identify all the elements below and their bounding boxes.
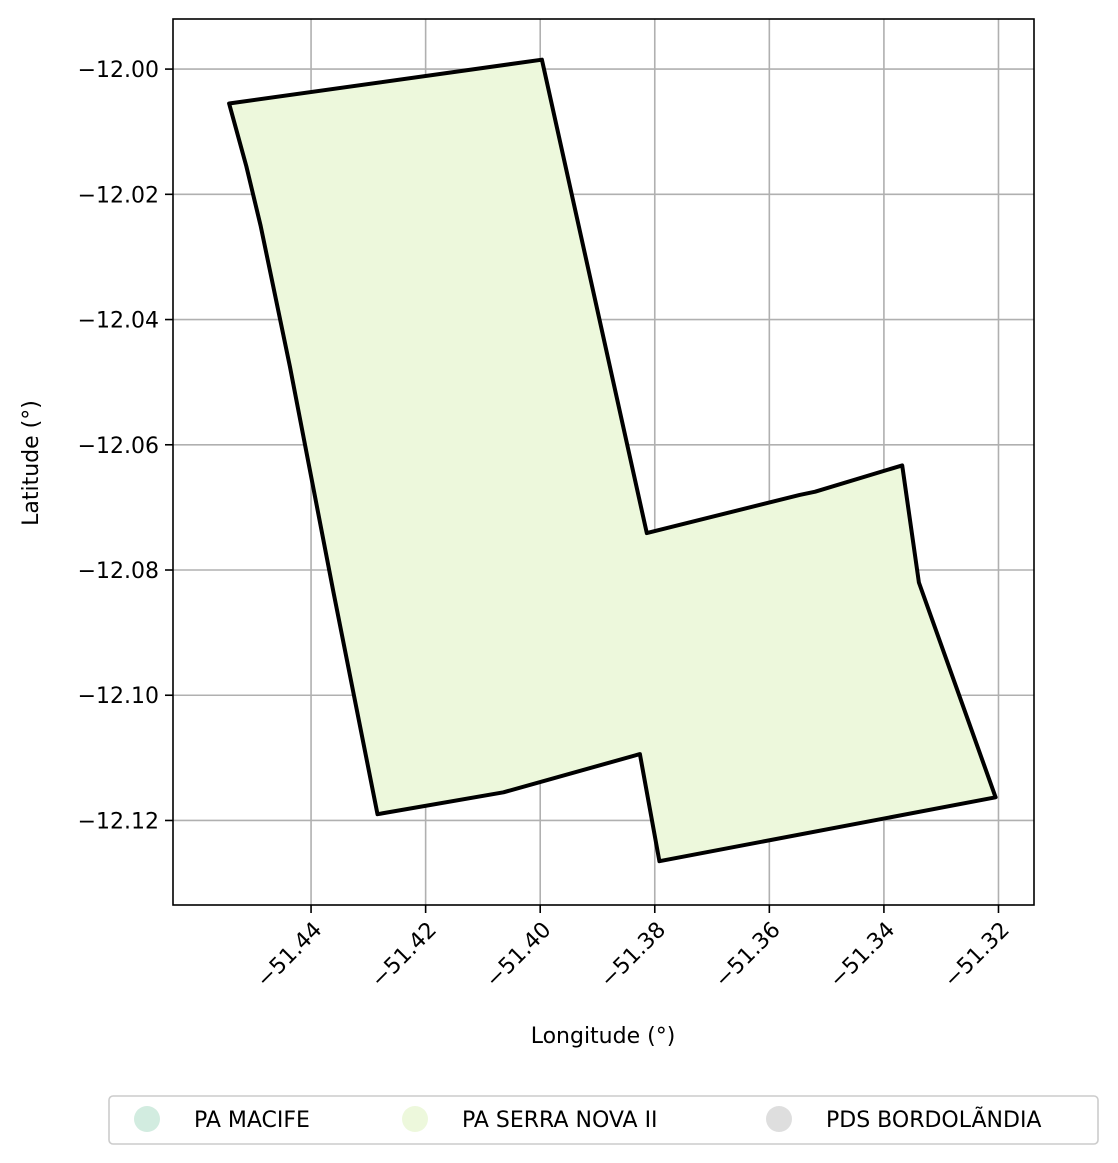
y-tick-label: −12.04 <box>78 309 159 334</box>
legend-marker <box>134 1106 160 1132</box>
y-tick-label: −12.10 <box>78 684 159 709</box>
y-axis-ticks: −12.00 −12.02 −12.04 −12.06 −12.08 −12.10 −12.… <box>78 58 173 834</box>
legend-label: PA MACIFE <box>194 1108 310 1133</box>
legend-marker <box>766 1106 792 1132</box>
y-tick-label: −12.00 <box>78 58 159 83</box>
x-axis-label: Longitude (°) <box>531 1024 676 1049</box>
legend-label: PA SERRA NOVA II <box>462 1108 658 1133</box>
legend-entries: PA MACIFE PA SERRA NOVA II PDS BORDOLÃNDIA <box>134 1106 1041 1133</box>
y-tick-label: −12.08 <box>78 559 159 584</box>
legend-frame <box>108 1095 1099 1145</box>
axes-frame <box>172 18 1035 906</box>
legend: PA MACIFE PA SERRA NOVA II PDS BORDOLÃNDIA <box>108 1095 1099 1145</box>
legend-label: PDS BORDOLÃNDIA <box>826 1106 1041 1133</box>
y-tick-label: −12.02 <box>78 183 159 208</box>
y-tick-label: −12.12 <box>78 809 159 834</box>
y-tick-label: −12.06 <box>78 434 159 459</box>
legend-marker <box>402 1106 428 1132</box>
polygon-layer <box>227 57 998 864</box>
polygon-pa-serra-nova-ii <box>227 57 998 864</box>
y-axis-label: Latitude (°) <box>19 400 44 526</box>
